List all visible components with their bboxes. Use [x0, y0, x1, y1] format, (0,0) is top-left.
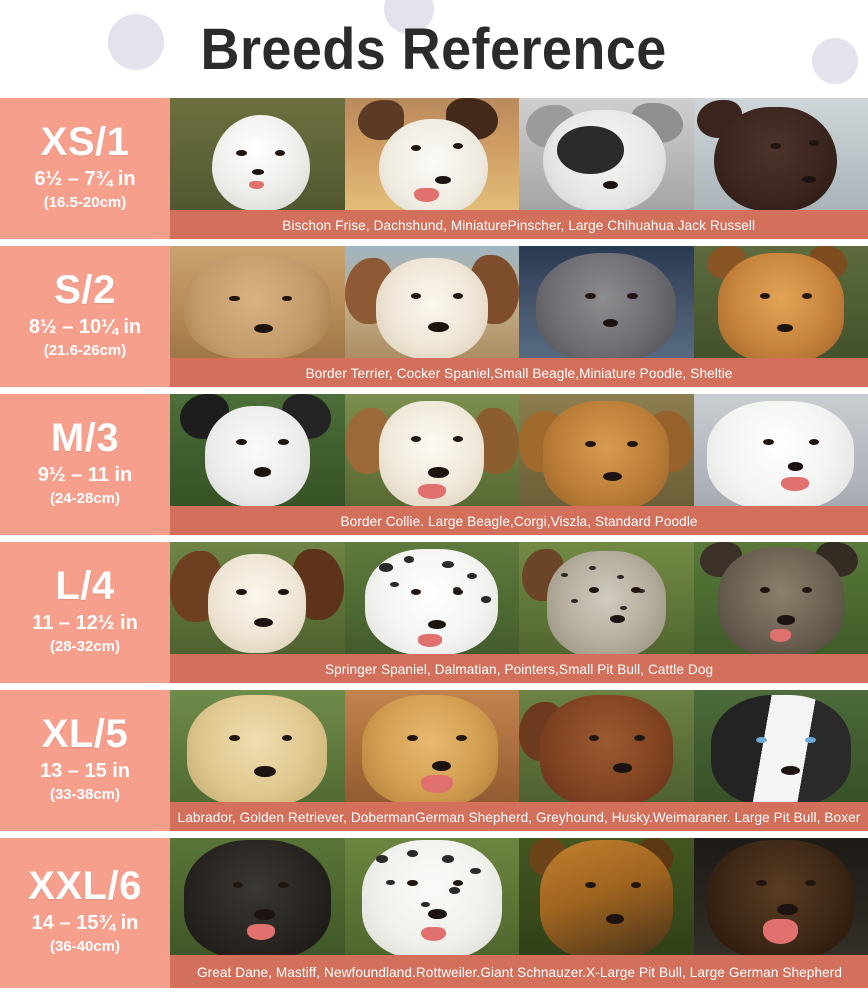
size-code: XS/1 [40, 119, 130, 164]
breed-photo-strip [170, 542, 868, 660]
size-inches: 14 – 15¾ in [31, 912, 139, 935]
photo-yellow-labrador [170, 690, 345, 808]
breed-caption-text: Bischon Frise, Dachshund, MiniaturePinsc… [282, 216, 756, 233]
size-centimeters: (24-28cm) [49, 489, 121, 507]
breed-caption-text: Springer Spaniel, Dalmatian, Pointers,Sm… [324, 660, 714, 677]
size-code: L/4 [55, 563, 115, 608]
photo-pointer [519, 542, 694, 660]
size-code: XL/5 [41, 711, 129, 756]
photo-cocker-spaniel [344, 246, 519, 364]
photo-white-poodle [170, 98, 345, 216]
size-row: XL/5 13 – 15 in (33-38cm) Labrador, Golden … [0, 690, 868, 831]
size-label-cell: XL/5 13 – 15 in (33-38cm) [0, 690, 170, 831]
breed-photo-strip [170, 394, 868, 512]
breed-media-cell: Border Terrier, Cocker Spaniel,Small Bea… [170, 246, 868, 387]
size-label-cell: S/2 8½ – 10¼ in (21.6-26cm) [0, 246, 170, 387]
size-inches: 6½ – 7¾ in [34, 167, 136, 190]
size-inches: 13 – 15 in [39, 759, 131, 782]
size-row: M/3 9½ – 11 in (24-28cm) Border Collie. Lar… [0, 394, 868, 535]
photo-newfoundland [170, 838, 345, 961]
size-centimeters: (28-32cm) [49, 637, 121, 655]
breed-caption-bar: Great Dane, Mastiff, Newfoundland.Rottwe… [170, 955, 868, 988]
photo-vizsla-red [519, 690, 694, 808]
size-centimeters: (16.5-20cm) [43, 193, 127, 211]
size-label-cell: L/4 11 – 12½ in (28-32cm) [0, 542, 170, 683]
photo-sheltie [693, 246, 868, 364]
breed-media-cell: Great Dane, Mastiff, Newfoundland.Rottwe… [170, 838, 868, 988]
size-centimeters: (21.6-26cm) [43, 341, 127, 359]
size-inches: 8½ – 10¼ in [28, 315, 142, 338]
photo-golden-retriever [344, 690, 519, 808]
size-code: XXL/6 [28, 864, 142, 909]
photo-large-beagle [344, 394, 519, 512]
size-row: XS/1 6½ – 7¾ in (16.5-20cm) Bischon Frise, … [0, 98, 868, 239]
photo-dalmatian [344, 542, 519, 660]
breed-caption-bar: Springer Spaniel, Dalmatian, Pointers,Sm… [170, 654, 868, 683]
photo-border-collie [170, 394, 345, 512]
breed-media-cell: Bischon Frise, Dachshund, MiniaturePinsc… [170, 98, 868, 239]
size-label-cell: XS/1 6½ – 7¾ in (16.5-20cm) [0, 98, 170, 239]
breed-photo-strip [170, 246, 868, 364]
size-label-cell: M/3 9½ – 11 in (24-28cm) [0, 394, 170, 535]
breed-caption-text: Border Terrier, Cocker Spaniel,Small Bea… [305, 364, 733, 381]
size-row: S/2 8½ – 10¼ in (21.6-26cm) Border Terrier,… [0, 246, 868, 387]
breed-caption-bar: Border Terrier, Cocker Spaniel,Small Bea… [170, 358, 868, 387]
breed-photo-strip [170, 690, 868, 808]
photo-great-dane [344, 838, 519, 961]
size-row: XXL/6 14 – 15¾ in (36-40cm) Great Dane, Mas… [0, 838, 868, 988]
page-header: Breeds Reference [0, 0, 868, 98]
breeds-size-table: XS/1 6½ – 7¾ in (16.5-20cm) Bischon Frise, … [0, 98, 868, 988]
size-code: S/2 [54, 267, 116, 312]
photo-husky [693, 690, 868, 808]
photo-dark-miniature-pinscher [693, 98, 868, 216]
photo-vizsla [519, 394, 694, 512]
page-title: Breeds Reference [200, 16, 668, 82]
photo-miniature-poodle [519, 246, 694, 364]
photo-german-shepherd [519, 838, 694, 961]
photo-springer-spaniel [170, 542, 345, 660]
breed-media-cell: Springer Spaniel, Dalmatian, Pointers,Sm… [170, 542, 868, 683]
breed-photo-strip [170, 98, 868, 216]
size-inches: 9½ – 11 in [37, 463, 133, 486]
breed-caption-text: Labrador, Golden Retriever, DobermanGerm… [177, 808, 861, 825]
size-label-cell: XXL/6 14 – 15¾ in (36-40cm) [0, 838, 170, 988]
photo-standard-poodle [693, 394, 868, 512]
photo-bw-terrier [519, 98, 694, 216]
breed-media-cell: Border Collie. Large Beagle,Corgi,Viszla… [170, 394, 868, 535]
photo-cattle-dog [693, 542, 868, 660]
size-centimeters: (33-38cm) [49, 785, 121, 803]
size-inches: 11 – 12½ in [32, 611, 138, 634]
size-row: L/4 11 – 12½ in (28-32cm) Springer Spaniel,… [0, 542, 868, 683]
breed-caption-text: Great Dane, Mastiff, Newfoundland.Rottwe… [196, 963, 842, 980]
size-centimeters: (36-40cm) [49, 938, 121, 956]
breed-caption-bar: Labrador, Golden Retriever, DobermanGerm… [170, 802, 868, 831]
breed-photo-strip [170, 838, 868, 961]
photo-jack-russell [344, 98, 519, 216]
photo-border-terrier [170, 246, 345, 364]
breed-media-cell: Labrador, Golden Retriever, DobermanGerm… [170, 690, 868, 831]
size-code: M/3 [50, 415, 120, 460]
breed-caption-bar: Border Collie. Large Beagle,Corgi,Viszla… [170, 506, 868, 535]
breed-caption-bar: Bischon Frise, Dachshund, MiniaturePinsc… [170, 210, 868, 239]
photo-mastiff [693, 838, 868, 961]
breed-caption-text: Border Collie. Large Beagle,Corgi,Viszla… [340, 512, 698, 529]
